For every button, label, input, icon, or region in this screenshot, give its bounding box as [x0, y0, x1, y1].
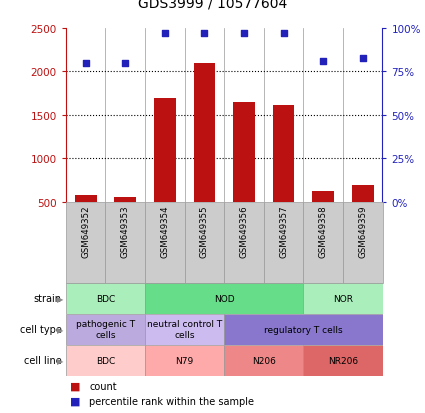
Bar: [75, 195, 96, 246]
Text: ▶: ▶: [57, 356, 64, 365]
Text: GSM649352: GSM649352: [81, 205, 90, 257]
Bar: [303, 345, 382, 376]
Bar: [352, 185, 374, 246]
Text: N79: N79: [176, 356, 194, 365]
Text: ▶: ▶: [57, 294, 64, 303]
Bar: [66, 345, 145, 376]
Bar: [224, 345, 303, 376]
Text: GSM649356: GSM649356: [239, 205, 249, 257]
Bar: [224, 202, 264, 283]
Bar: [193, 64, 215, 246]
Text: regulatory T cells: regulatory T cells: [264, 325, 343, 334]
Bar: [145, 202, 184, 283]
Text: GDS3999 / 10577604: GDS3999 / 10577604: [138, 0, 287, 10]
Text: N206: N206: [252, 356, 276, 365]
Text: NR206: NR206: [328, 356, 358, 365]
Point: [320, 59, 326, 65]
Bar: [66, 314, 145, 345]
Bar: [312, 192, 334, 246]
Bar: [154, 98, 176, 246]
Point: [162, 31, 168, 38]
Bar: [145, 345, 224, 376]
Text: BDC: BDC: [96, 356, 115, 365]
Point: [241, 31, 247, 38]
Text: ▶: ▶: [57, 325, 64, 334]
Text: pathogenic T
cells: pathogenic T cells: [76, 320, 135, 339]
Text: cell type: cell type: [20, 324, 62, 335]
Bar: [303, 202, 343, 283]
Bar: [145, 314, 224, 345]
Text: GSM649355: GSM649355: [200, 205, 209, 257]
Text: NOD: NOD: [214, 294, 235, 303]
Text: ■: ■: [70, 381, 81, 391]
Text: NOR: NOR: [333, 294, 353, 303]
Text: ■: ■: [70, 396, 81, 406]
Text: GSM649359: GSM649359: [358, 205, 367, 257]
Point: [82, 60, 89, 67]
Bar: [233, 102, 255, 246]
Text: GSM649358: GSM649358: [319, 205, 328, 257]
Bar: [224, 314, 382, 345]
Text: GSM649353: GSM649353: [121, 205, 130, 257]
Point: [280, 31, 287, 38]
Bar: [105, 202, 145, 283]
Text: neutral control T
cells: neutral control T cells: [147, 320, 222, 339]
Text: GSM649354: GSM649354: [160, 205, 169, 257]
Bar: [343, 202, 382, 283]
Text: strain: strain: [34, 293, 62, 304]
Bar: [273, 106, 295, 246]
Point: [122, 60, 129, 67]
Bar: [184, 202, 224, 283]
Bar: [303, 283, 382, 314]
Text: percentile rank within the sample: percentile rank within the sample: [89, 396, 254, 406]
Text: count: count: [89, 381, 117, 391]
Bar: [66, 202, 105, 283]
Point: [359, 55, 366, 62]
Bar: [264, 202, 303, 283]
Bar: [114, 197, 136, 246]
Text: BDC: BDC: [96, 294, 115, 303]
Text: cell line: cell line: [24, 355, 62, 366]
Text: GSM649357: GSM649357: [279, 205, 288, 257]
Bar: [145, 283, 303, 314]
Bar: [66, 283, 145, 314]
Point: [201, 31, 208, 38]
